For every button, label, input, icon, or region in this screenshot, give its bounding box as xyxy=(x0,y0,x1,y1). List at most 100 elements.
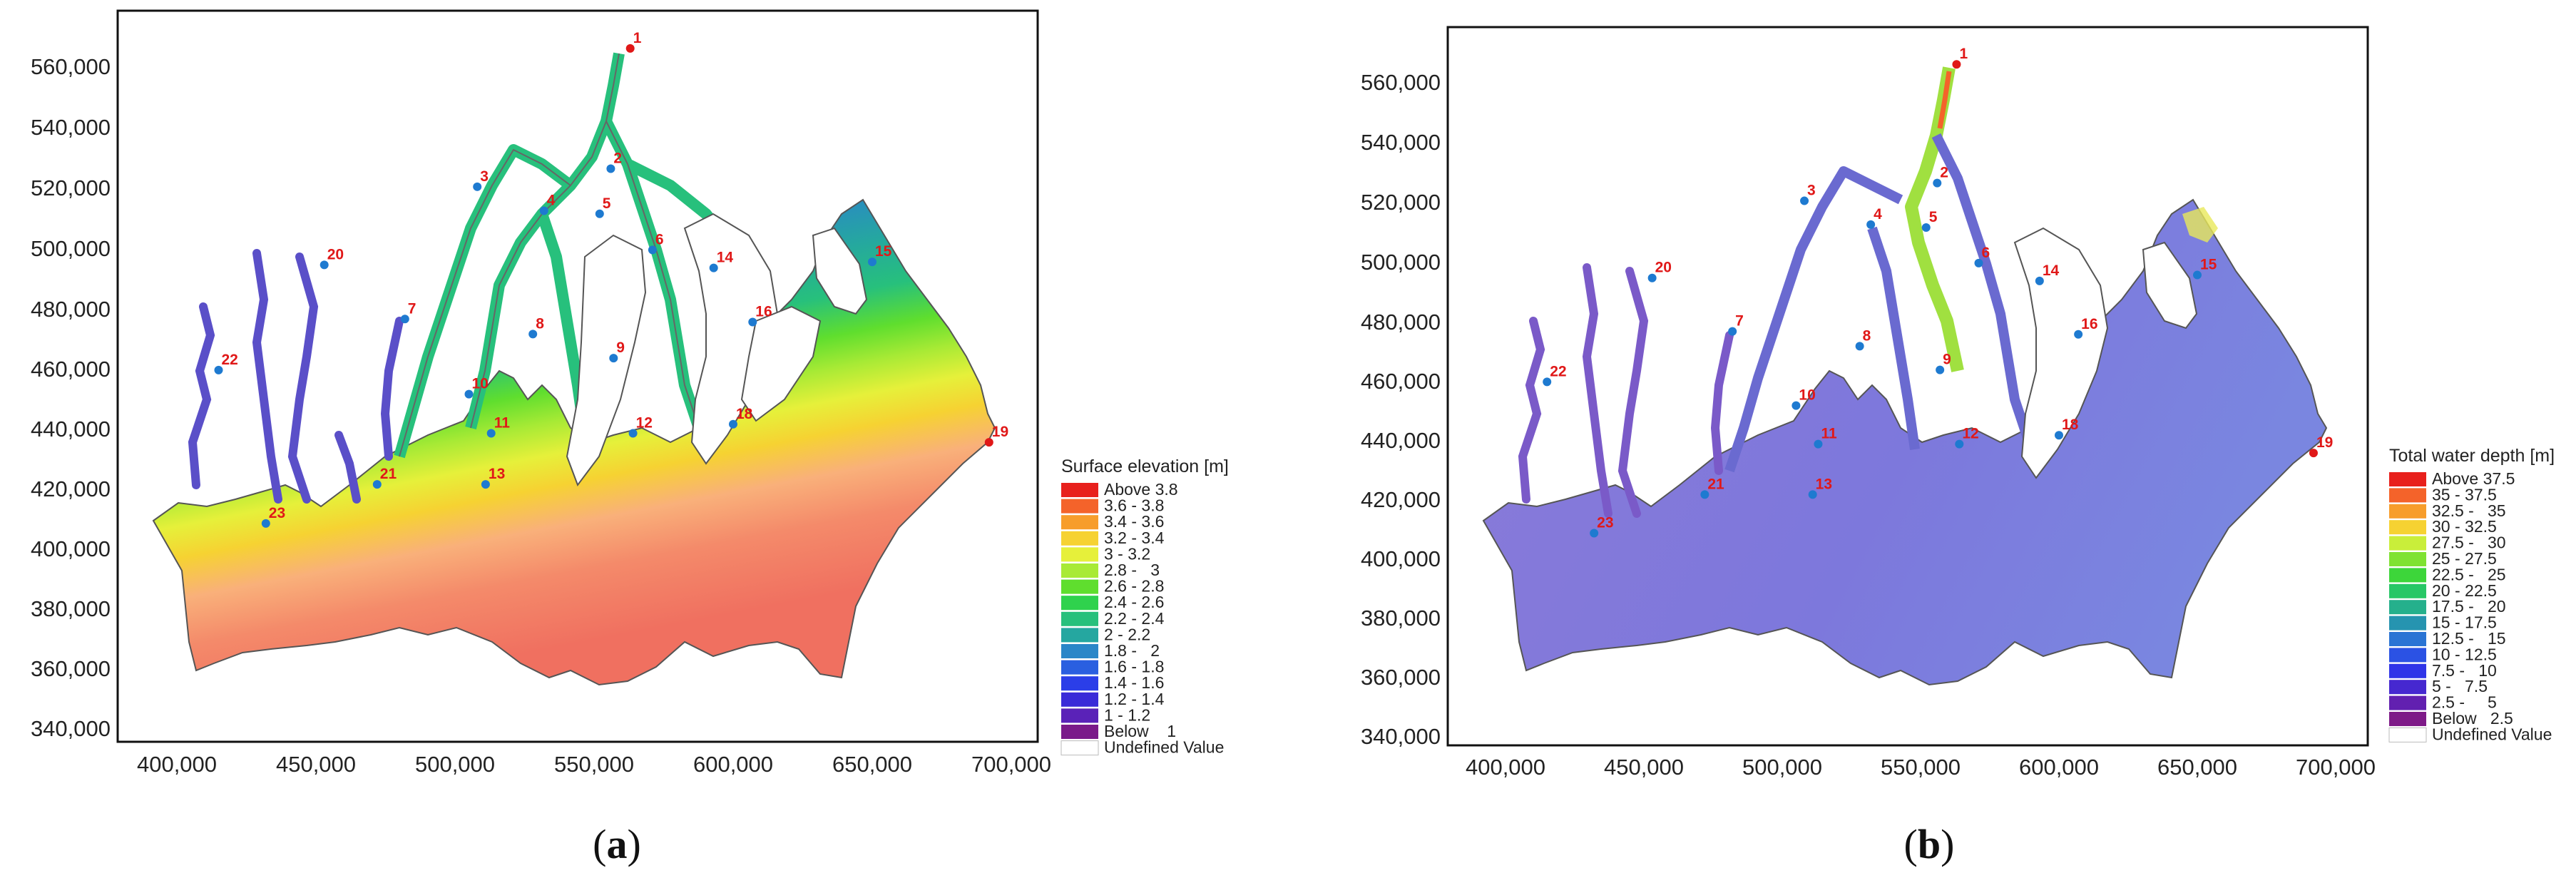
legend-swatch xyxy=(1061,611,1098,626)
legend-label: 10 - 12.5 xyxy=(2432,645,2497,663)
y-tick: 460,000 xyxy=(31,357,111,382)
station-label: 9 xyxy=(616,340,625,356)
legend-swatch xyxy=(2389,680,2426,695)
station-label: 8 xyxy=(1863,327,1871,344)
station-label: 6 xyxy=(655,231,664,247)
station-marker xyxy=(729,419,737,429)
station-marker xyxy=(748,317,757,327)
y-tick: 360,000 xyxy=(1361,665,1441,690)
station-marker xyxy=(1866,220,1876,229)
station-label: 12 xyxy=(636,414,653,431)
legend-swatch xyxy=(1061,547,1098,562)
station-marker xyxy=(1647,273,1657,282)
legend-swatch xyxy=(1061,499,1098,514)
legend-label: 1.2 - 1.4 xyxy=(1104,690,1165,708)
legend-label: 20 - 22.5 xyxy=(2432,581,2497,600)
legend-label: Undefined Value xyxy=(2432,725,2552,743)
station-marker xyxy=(2035,276,2044,285)
station-marker xyxy=(648,245,657,255)
yellow-patch-b xyxy=(2182,207,2218,243)
station-marker xyxy=(2309,449,2318,458)
x-tick: 650,000 xyxy=(2157,755,2237,780)
legend-swatch xyxy=(2389,472,2426,486)
station-label: 13 xyxy=(489,466,505,482)
upper-channels-edges-b xyxy=(1724,133,2034,473)
legend-swatch xyxy=(1061,515,1098,530)
station-label: 20 xyxy=(1655,260,1672,276)
y-tick: 400,000 xyxy=(1361,546,1441,571)
legend-swatch xyxy=(2389,552,2426,566)
legend-label: Undefined Value xyxy=(1104,738,1224,757)
y-tick: 540,000 xyxy=(1361,130,1441,155)
legend-swatch xyxy=(2388,727,2427,742)
station-marker xyxy=(1700,490,1709,499)
station-label: 7 xyxy=(408,300,416,317)
y-tick: 380,000 xyxy=(1361,606,1441,631)
station-label: 3 xyxy=(1807,183,1816,199)
legend-label: 25 - 27.5 xyxy=(2432,549,2497,568)
station-label: 11 xyxy=(494,414,511,431)
legend-label: 1.8 - 2 xyxy=(1104,641,1160,660)
station-marker xyxy=(481,480,490,489)
y-tick: 360,000 xyxy=(31,656,111,681)
station-marker xyxy=(320,260,329,270)
y-tick: 340,000 xyxy=(31,716,111,741)
legend-label: 3.6 - 3.8 xyxy=(1104,496,1164,515)
western-tributaries-b xyxy=(1518,263,1734,518)
legend-swatch xyxy=(2389,583,2426,598)
station-label: 18 xyxy=(736,406,753,422)
legend-label: Below 1 xyxy=(1104,722,1176,740)
legend-swatch xyxy=(1061,676,1098,691)
station-label: 18 xyxy=(2062,417,2079,433)
station-marker xyxy=(486,429,496,438)
y-axis-a: 560,000 540,000 520,000 500,000 480,000 … xyxy=(31,54,111,741)
legend-swatch xyxy=(2389,600,2426,615)
legend-label: 2.6 - 2.8 xyxy=(1104,577,1164,596)
x-tick: 500,000 xyxy=(415,752,495,777)
legend-swatch xyxy=(2389,488,2426,503)
western-tributaries-a xyxy=(188,249,404,504)
legend-label: 3.4 - 3.6 xyxy=(1104,512,1164,531)
legend-label: 22.5 - 25 xyxy=(2432,565,2506,583)
legend-label: Below 2.5 xyxy=(2432,709,2513,728)
caption-letter: a xyxy=(607,821,628,867)
x-tick: 550,000 xyxy=(554,752,634,777)
y-tick: 480,000 xyxy=(1361,310,1441,335)
station-label: 5 xyxy=(603,195,611,212)
station-label: 10 xyxy=(472,376,489,392)
map-body-a xyxy=(152,52,996,686)
station-label: 21 xyxy=(380,466,397,482)
legend-swatch xyxy=(1061,483,1098,497)
station-label: 19 xyxy=(992,424,1008,440)
legend-swatch xyxy=(2389,568,2426,583)
station-marker xyxy=(1590,529,1599,538)
y-tick: 460,000 xyxy=(1361,369,1441,394)
station-label: 21 xyxy=(1707,476,1724,492)
island-east-a xyxy=(683,213,779,465)
panel-b: 560,000 540,000 520,000 500,000 480,000 … xyxy=(1361,26,2555,867)
station-label: 13 xyxy=(1816,476,1832,492)
legend-label: 15 - 17.5 xyxy=(2432,613,2497,632)
y-tick: 520,000 xyxy=(31,175,111,200)
legend-swatch xyxy=(1061,692,1098,707)
y-tick: 540,000 xyxy=(31,115,111,140)
legend-swatch xyxy=(1061,563,1098,578)
station-label: 4 xyxy=(547,193,556,209)
island-16-a xyxy=(740,305,822,422)
station-label: 2 xyxy=(613,150,622,167)
legend-swatch xyxy=(2389,536,2426,551)
station-label: 9 xyxy=(1943,352,1951,368)
channel-core-b xyxy=(1937,71,1952,129)
x-tick: 700,000 xyxy=(971,752,1051,777)
station-marker xyxy=(984,438,993,447)
x-axis-a: 400,000 450,000 500,000 550,000 600,000 … xyxy=(137,752,1051,777)
caption-close: ) xyxy=(1941,821,1954,867)
station-label: 15 xyxy=(875,243,892,260)
legend-label: 30 - 32.5 xyxy=(2432,517,2497,536)
station-label: 1 xyxy=(633,30,642,46)
y-tick: 500,000 xyxy=(31,236,111,261)
station-marker xyxy=(528,330,538,339)
station-label: 10 xyxy=(1799,387,1815,404)
station-marker xyxy=(1955,439,1964,449)
station-label: 22 xyxy=(1550,363,1566,379)
